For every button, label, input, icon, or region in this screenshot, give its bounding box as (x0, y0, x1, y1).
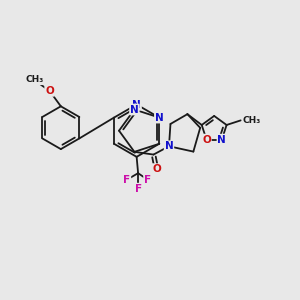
Text: N: N (132, 100, 141, 110)
Text: O: O (152, 164, 161, 174)
Text: N: N (155, 112, 164, 123)
Text: CH₃: CH₃ (242, 116, 260, 125)
Text: O: O (202, 135, 211, 145)
Text: N: N (218, 135, 226, 145)
Text: N: N (165, 141, 173, 151)
Text: F: F (123, 175, 130, 185)
Text: CH₃: CH₃ (26, 75, 44, 84)
Text: F: F (144, 175, 151, 185)
Text: F: F (134, 184, 142, 194)
Text: O: O (45, 86, 54, 96)
Text: N: N (130, 104, 139, 115)
